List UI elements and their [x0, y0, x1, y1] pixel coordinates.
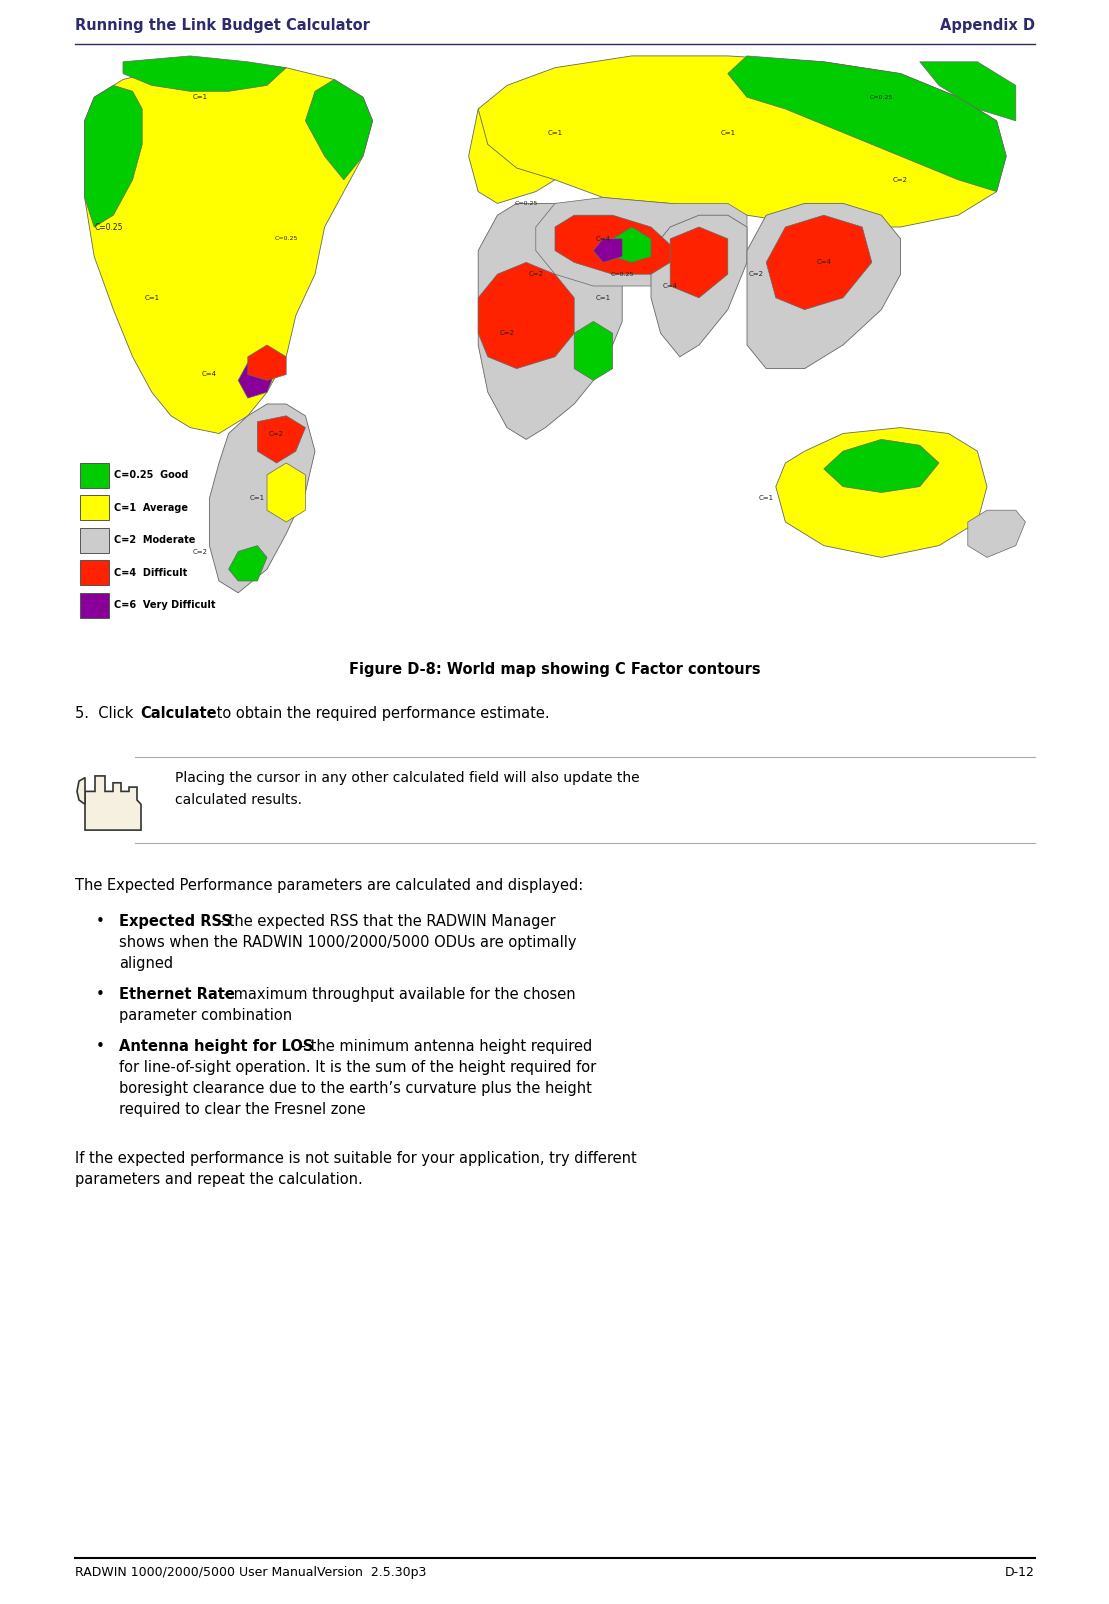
Polygon shape: [84, 85, 142, 228]
Text: – the minimum antenna height required: – the minimum antenna height required: [294, 1039, 592, 1054]
Polygon shape: [536, 197, 747, 286]
Text: - maximum throughput available for the chosen: - maximum throughput available for the c…: [218, 986, 576, 1002]
Polygon shape: [593, 239, 622, 263]
Polygon shape: [919, 63, 1016, 120]
Text: If the expected performance is not suitable for your application, try different: If the expected performance is not suita…: [75, 1152, 637, 1166]
Text: Figure D-8: World map showing C Factor contours: Figure D-8: World map showing C Factor c…: [349, 662, 761, 677]
Polygon shape: [228, 545, 267, 581]
Polygon shape: [968, 510, 1026, 558]
Text: calculated results.: calculated results.: [175, 792, 302, 807]
Text: C=1: C=1: [548, 130, 562, 136]
Polygon shape: [478, 56, 1006, 228]
Text: Appendix D: Appendix D: [940, 18, 1035, 34]
Text: C=0.25: C=0.25: [515, 200, 538, 205]
Text: C=0.25: C=0.25: [869, 95, 893, 99]
Text: Calculate: Calculate: [140, 706, 216, 722]
Text: C=2: C=2: [269, 430, 284, 436]
Text: C=1: C=1: [596, 295, 611, 302]
Text: Expected RSS: Expected RSS: [119, 914, 232, 929]
Polygon shape: [77, 778, 85, 804]
Text: C=4: C=4: [596, 236, 610, 242]
Text: Ethernet Rate: Ethernet Rate: [119, 986, 235, 1002]
Polygon shape: [728, 56, 1006, 191]
Text: - the expected RSS that the RADWIN Manager: - the expected RSS that the RADWIN Manag…: [214, 914, 556, 929]
Text: for line-of-sight operation. It is the sum of the height required for: for line-of-sight operation. It is the s…: [119, 1060, 597, 1075]
Text: C=0.25: C=0.25: [611, 271, 634, 277]
Polygon shape: [238, 356, 276, 398]
Text: to obtain the required performance estimate.: to obtain the required performance estim…: [212, 706, 550, 722]
Text: •: •: [95, 986, 104, 1002]
Polygon shape: [85, 776, 141, 831]
Polygon shape: [651, 215, 747, 356]
Text: C=0.25: C=0.25: [275, 236, 298, 241]
Text: C=1: C=1: [759, 496, 774, 502]
Polygon shape: [75, 50, 1035, 640]
Text: C=2: C=2: [749, 271, 764, 277]
Polygon shape: [776, 428, 987, 558]
Text: The Expected Performance parameters are calculated and displayed:: The Expected Performance parameters are …: [75, 877, 583, 893]
Text: parameter combination: parameter combination: [119, 1007, 292, 1023]
Polygon shape: [554, 215, 670, 274]
Polygon shape: [305, 80, 373, 180]
Bar: [80, 464, 109, 488]
Polygon shape: [747, 204, 901, 369]
Polygon shape: [257, 415, 305, 464]
Text: 5.  Click: 5. Click: [75, 706, 138, 722]
Text: D-12: D-12: [1005, 1566, 1035, 1578]
Polygon shape: [247, 345, 286, 380]
Text: Placing the cursor in any other calculated field will also update the: Placing the cursor in any other calculat…: [175, 772, 640, 784]
Text: C=4: C=4: [202, 372, 217, 377]
Bar: [80, 560, 109, 585]
Polygon shape: [123, 56, 286, 91]
Text: •: •: [95, 1039, 104, 1054]
Text: RADWIN 1000/2000/5000 User ManualVersion  2.5.30p3: RADWIN 1000/2000/5000 User ManualVersion…: [75, 1566, 426, 1578]
Polygon shape: [766, 215, 872, 310]
Text: Antenna height for LOS: Antenna height for LOS: [119, 1039, 314, 1054]
Text: required to clear the Fresnel zone: required to clear the Fresnel zone: [119, 1102, 366, 1116]
Text: C=2  Moderate: C=2 Moderate: [113, 536, 195, 545]
Text: parameters and repeat the calculation.: parameters and repeat the calculation.: [75, 1173, 363, 1187]
Text: C=4: C=4: [816, 260, 832, 265]
Text: C=1: C=1: [144, 295, 160, 302]
Polygon shape: [612, 228, 651, 263]
Text: C=0.25  Good: C=0.25 Good: [113, 470, 187, 480]
Polygon shape: [267, 464, 305, 521]
Text: C=6  Very Difficult: C=6 Very Difficult: [113, 600, 215, 610]
Polygon shape: [478, 263, 574, 369]
Polygon shape: [84, 63, 373, 433]
Bar: [80, 528, 109, 553]
Polygon shape: [469, 98, 593, 204]
Text: C=1: C=1: [192, 95, 207, 99]
Text: boresight clearance due to the earth’s curvature plus the height: boresight clearance due to the earth’s c…: [119, 1081, 592, 1096]
Text: C=1: C=1: [250, 496, 265, 502]
Polygon shape: [574, 321, 612, 380]
Bar: [80, 593, 109, 618]
Polygon shape: [210, 404, 315, 593]
Text: C=1: C=1: [720, 130, 735, 136]
Polygon shape: [478, 204, 622, 439]
Polygon shape: [824, 439, 939, 492]
Text: C=0.25: C=0.25: [94, 223, 123, 231]
Text: •: •: [95, 914, 104, 929]
Text: C=1  Average: C=1 Average: [113, 502, 187, 513]
Text: Running the Link Budget Calculator: Running the Link Budget Calculator: [75, 18, 370, 34]
Text: C=2: C=2: [528, 271, 543, 277]
Text: shows when the RADWIN 1000/2000/5000 ODUs are optimally: shows when the RADWIN 1000/2000/5000 ODU…: [119, 935, 577, 950]
Polygon shape: [670, 228, 728, 298]
Bar: [80, 496, 109, 520]
Text: aligned: aligned: [119, 956, 173, 970]
Text: C=2: C=2: [192, 549, 207, 555]
Text: C=4: C=4: [663, 282, 678, 289]
Text: C=4  Difficult: C=4 Difficult: [113, 568, 186, 577]
Text: C=2: C=2: [499, 330, 515, 337]
Text: C=2: C=2: [893, 176, 908, 183]
